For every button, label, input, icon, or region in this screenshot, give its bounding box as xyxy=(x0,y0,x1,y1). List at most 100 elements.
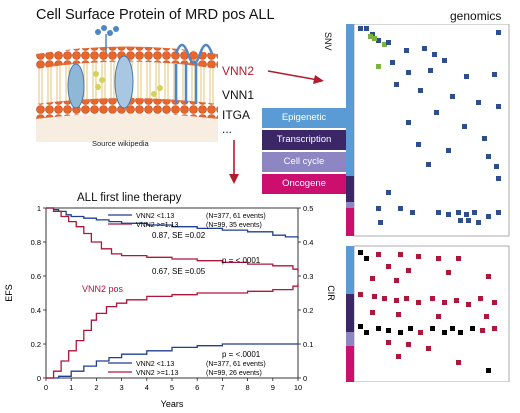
mutation-cell xyxy=(456,256,461,261)
mutation-cell xyxy=(404,48,409,53)
y-right-tick-label: 0.4 xyxy=(303,238,313,247)
x-axis-label: Years xyxy=(161,399,184,409)
mutation-cell xyxy=(398,206,403,211)
mutation-cell xyxy=(394,298,399,303)
mutation-cell xyxy=(370,276,375,281)
mutation-cell xyxy=(410,210,415,215)
mutation-cell xyxy=(496,176,501,181)
mutation-cell xyxy=(372,36,377,41)
mutation-cell xyxy=(496,30,501,35)
y-left-tick-label: 0.2 xyxy=(31,340,41,349)
mutation-cell xyxy=(496,104,501,109)
mutation-cell xyxy=(492,300,497,305)
x-tick-label: 1 xyxy=(69,383,73,392)
mutation-cell xyxy=(486,368,491,373)
mutation-cell xyxy=(436,210,441,215)
mutation-cell xyxy=(450,326,455,331)
mutation-cell xyxy=(464,74,469,79)
y-right-tick-label: 0 xyxy=(303,374,307,383)
mutation-cell xyxy=(416,142,421,147)
source-caption: Source wikipedia xyxy=(92,139,149,148)
annotation-p-cir: p = <.0001 xyxy=(222,350,261,359)
series-line-cir-high xyxy=(46,282,299,379)
mutation-cell xyxy=(458,218,463,223)
page-title: Cell Surface Protein of MRD pos ALL xyxy=(36,7,275,23)
x-tick-label: 8 xyxy=(246,383,250,392)
mutation-cell xyxy=(492,72,497,77)
series-line-efs-low xyxy=(46,207,299,239)
mutation-cell xyxy=(386,190,391,195)
mutation-cell xyxy=(434,110,439,115)
snv-label: SNV xyxy=(323,32,333,51)
mutation-cell xyxy=(462,124,467,129)
category-bar-epigenetic xyxy=(346,24,354,176)
membrane-proteins xyxy=(67,25,214,109)
x-tick-label: 7 xyxy=(220,383,224,392)
x-tick-label: 4 xyxy=(145,383,149,392)
mutation-cell xyxy=(494,164,499,169)
category-bar-transcription xyxy=(346,176,354,202)
legend-stats-high-cir: (N=99, 26 events) xyxy=(206,370,262,377)
mutation-cell xyxy=(484,314,489,319)
mutation-cell xyxy=(386,264,391,269)
x-tick-label: 10 xyxy=(294,383,302,392)
mutation-cell xyxy=(446,270,451,275)
mutation-cell xyxy=(376,38,381,43)
mutation-cell xyxy=(398,330,403,335)
legend-label-high-cir: VNN2 >=1.13 xyxy=(136,370,179,377)
arrow-down-icon xyxy=(229,140,239,184)
mutation-cell xyxy=(492,326,497,331)
mutation-cell xyxy=(422,46,427,51)
mutation-cell xyxy=(446,148,451,153)
legend-transcription: Transcription xyxy=(262,130,346,150)
mutation-cell xyxy=(386,340,391,345)
mutation-cell xyxy=(406,342,411,347)
mutation-cell xyxy=(454,298,459,303)
mutation-cell xyxy=(480,328,485,333)
mutation-cell xyxy=(382,42,387,47)
mutation-cell xyxy=(456,360,461,365)
legend-stats-high-efs: (N=99, 35 events) xyxy=(206,222,262,229)
y-left-tick-label: 0.6 xyxy=(31,272,41,281)
annotation-efs-low: 0.87, SE =0.02 xyxy=(152,231,206,240)
x-tick-label: 2 xyxy=(94,383,98,392)
series-line-efs-high xyxy=(46,207,299,273)
mutation-cell xyxy=(478,296,483,301)
x-tick-label: 9 xyxy=(271,383,275,392)
mutation-cell xyxy=(446,212,451,217)
mutation-cell xyxy=(364,330,369,335)
mutation-cell xyxy=(464,212,469,217)
mutation-cell xyxy=(418,88,423,93)
genomics-heatmap xyxy=(346,24,510,382)
cell-membrane-illustration xyxy=(36,25,218,142)
y-right-tick-label: 0.3 xyxy=(303,272,313,281)
gene-vnn2: VNN2 xyxy=(222,64,255,78)
legend-label-high-efs: VNN2 >=1.13 xyxy=(136,222,179,229)
y-right-tick-label: 0.1 xyxy=(303,340,313,349)
legend-label-low-efs: VNN2 <1.13 xyxy=(136,213,174,220)
mutation-cell xyxy=(394,278,399,283)
mutation-cell xyxy=(382,296,387,301)
annotation-p-efs: p = <.0001 xyxy=(222,256,261,265)
mutation-cell xyxy=(442,330,447,335)
mutation-cell xyxy=(390,60,395,65)
mutation-cell xyxy=(376,206,381,211)
arrow-right-icon xyxy=(267,70,324,84)
mutation-cell xyxy=(426,162,431,167)
mutation-cell xyxy=(358,292,363,297)
mutation-cell xyxy=(406,70,411,75)
mutation-cell xyxy=(370,310,375,315)
legend-stats-low-cir: (N=377, 61 events) xyxy=(206,361,266,368)
mutation-cell xyxy=(430,296,435,301)
y-axis-label-left: EFS xyxy=(4,284,14,302)
mutation-cell xyxy=(364,256,369,261)
mutation-cell xyxy=(368,34,373,39)
series-line-cir-low xyxy=(46,343,298,379)
annotation-vnn2-pos: VNN2 pos xyxy=(82,284,124,294)
y-right-tick-label: 0.5 xyxy=(303,204,313,213)
mutation-cell xyxy=(376,64,381,69)
mutation-cell xyxy=(476,100,481,105)
mutation-cell xyxy=(358,324,363,329)
y-left-tick-label: 0 xyxy=(37,374,41,383)
